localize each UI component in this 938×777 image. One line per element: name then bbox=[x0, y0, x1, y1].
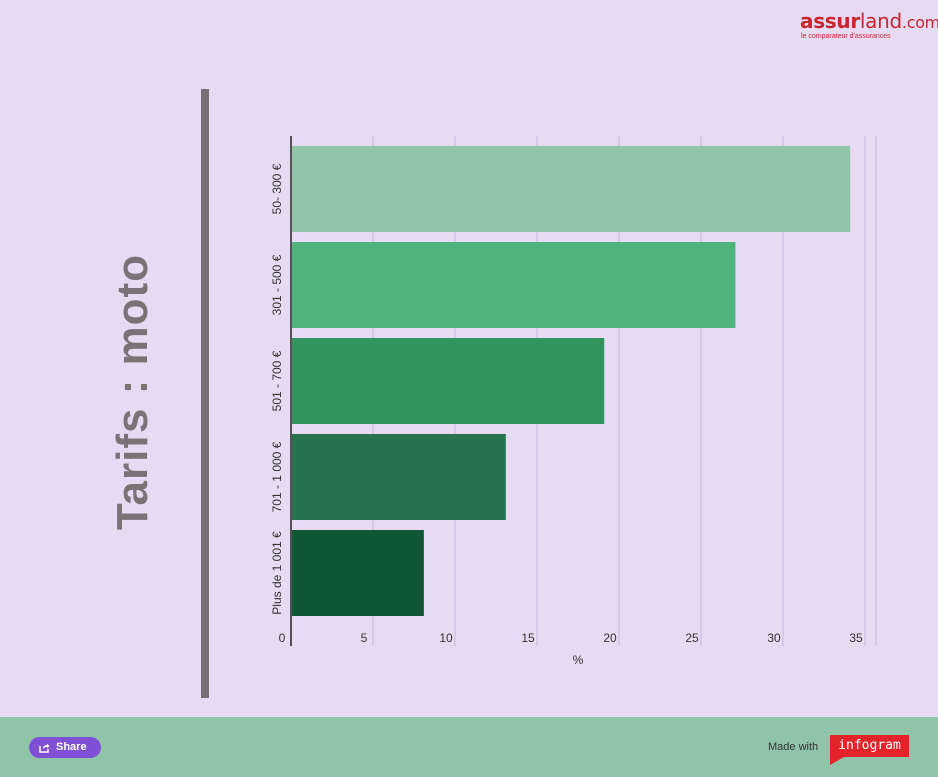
share-label: Share bbox=[56, 741, 87, 753]
x-tick-label: 5 bbox=[361, 631, 368, 645]
bar[interactable] bbox=[292, 146, 851, 232]
category-label: 701 - 1 000 € bbox=[270, 441, 284, 512]
bar-chart: 50- 300 € 301 - 500 € 501 - 700 € 701 - 1 0… bbox=[270, 136, 877, 667]
x-tick-label: 25 bbox=[685, 631, 699, 645]
made-with-text: Made with bbox=[768, 741, 819, 753]
x-tick-label: 15 bbox=[521, 631, 535, 645]
bar[interactable] bbox=[292, 338, 605, 424]
x-tick-label: 35 bbox=[849, 631, 863, 645]
logo-tagline: le comparateur d'assurances bbox=[801, 33, 891, 40]
footer-bar: Share Made with infogram bbox=[0, 717, 938, 777]
infogram-logo[interactable]: infogram bbox=[822, 735, 909, 767]
assurland-logo[interactable]: assurland.com le comparateur d'assurance… bbox=[800, 9, 938, 40]
x-tick-label: 10 bbox=[439, 631, 453, 645]
infogram-badge bbox=[830, 735, 909, 757]
infogram-label: infogram bbox=[838, 738, 901, 753]
bars bbox=[292, 146, 851, 616]
category-label: 501 - 700 € bbox=[270, 350, 284, 411]
bar[interactable] bbox=[292, 434, 506, 520]
title-divider bbox=[201, 89, 209, 698]
category-labels: 50- 300 € 301 - 500 € 501 - 700 € 701 - 1 0… bbox=[270, 163, 284, 614]
x-tick-labels: 0 5 10 15 20 25 30 35 bbox=[279, 631, 863, 645]
bar[interactable] bbox=[292, 242, 736, 328]
x-tick-label: 0 bbox=[279, 631, 286, 645]
category-label: 50- 300 € bbox=[270, 163, 284, 214]
category-label: Plus de 1 001 € bbox=[270, 531, 284, 615]
share-button[interactable]: Share bbox=[29, 737, 101, 758]
x-tick-label: 30 bbox=[767, 631, 781, 645]
category-label: 301 - 500 € bbox=[270, 254, 284, 315]
x-tick-label: 20 bbox=[603, 631, 617, 645]
x-axis-label: % bbox=[573, 653, 584, 667]
infogram-badge-tail bbox=[830, 757, 844, 765]
share-icon bbox=[39, 743, 50, 753]
logo-wordmark: assurland.com bbox=[800, 9, 938, 33]
bar[interactable] bbox=[292, 530, 424, 616]
